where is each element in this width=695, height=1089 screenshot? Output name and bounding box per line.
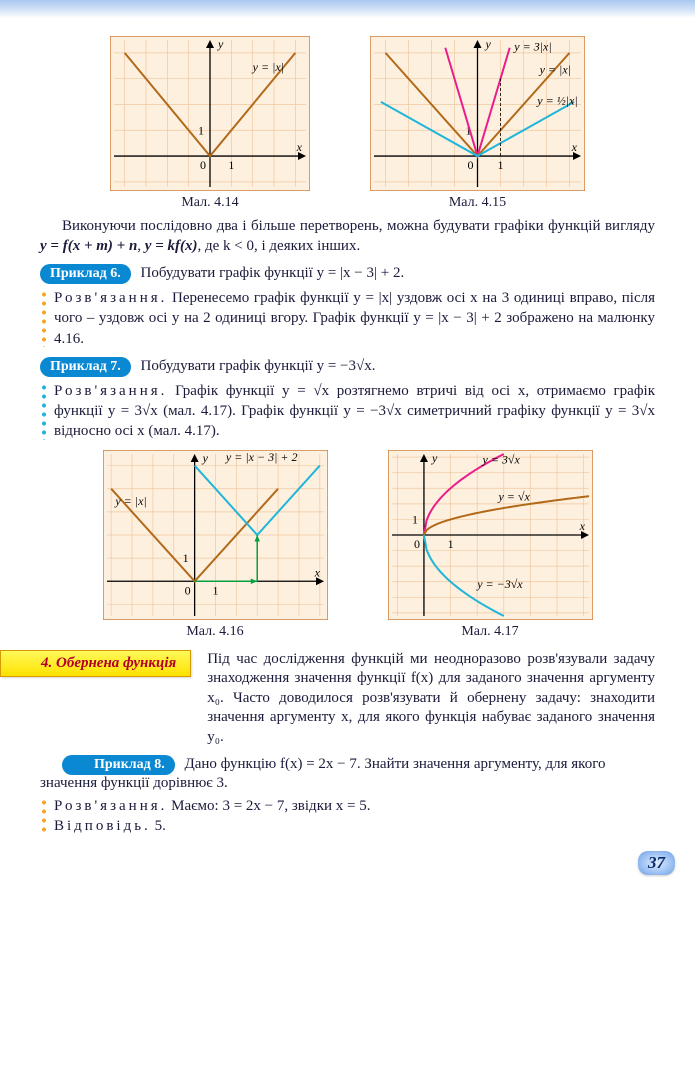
svg-text:0: 0 — [184, 583, 190, 597]
intro-paragraph: Виконуючи послідовно два і більше перетв… — [40, 217, 655, 256]
chart-414: 0 1 1 y x y = |x| — [110, 36, 310, 191]
svg-text:1: 1 — [198, 123, 204, 137]
solution-lead-6: Розв'язання. — [54, 290, 167, 306]
example-8-line: Приклад 8. Дано функцію f(x) = 2x − 7. З… — [40, 755, 655, 792]
svg-text:y = −3√x: y = −3√x — [476, 576, 523, 590]
svg-text:y: y — [217, 37, 224, 51]
caption-415: Мал. 4.15 — [370, 195, 585, 211]
example-6-line: Приклад 6. Побудувати графік функції y =… — [40, 264, 655, 284]
svg-text:0: 0 — [200, 158, 206, 172]
svg-text:0: 0 — [468, 158, 474, 172]
figure-4-17: 0 1 1 y x y = 3√x y = √x y = −3√x Мал. 4.17 — [388, 450, 593, 640]
svg-text:y = 3√x: y = 3√x — [481, 452, 520, 466]
svg-text:y = |x|: y = |x| — [539, 63, 571, 77]
svg-text:1: 1 — [212, 583, 218, 597]
solution-text-8: Маємо: 3 = 2x − 7, звідки x = 5. — [167, 798, 370, 814]
figures-row-1: 0 1 1 y x y = |x| Мал. 4.14 0 1 1 y x y = 3|x| y = … — [40, 36, 655, 211]
intro-tail: , де k < 0, і деяких інших. — [198, 238, 361, 254]
svg-text:y = |x|: y = |x| — [114, 493, 146, 507]
svg-text:y: y — [430, 451, 437, 465]
chart-415: 011yxy = 3|x|y = |x|y = ½|x| — [370, 36, 585, 191]
svg-text:1: 1 — [228, 158, 234, 172]
svg-text:y = |x|: y = |x| — [252, 60, 284, 74]
example-8-solution: Розв'язання. Маємо: 3 = 2x − 7, звідки x… — [40, 796, 655, 837]
caption-414: Мал. 4.14 — [110, 195, 310, 211]
figure-4-15: 011yxy = 3|x|y = |x|y = ½|x| Мал. 4.15 — [370, 36, 585, 211]
chart-417: 0 1 1 y x y = 3√x y = √x y = −3√x — [388, 450, 593, 620]
caption-417: Мал. 4.17 — [388, 624, 593, 640]
section-4-row: 4. Обернена функція Під час дослідження … — [0, 650, 655, 748]
page-number: 37 — [638, 851, 675, 875]
section-4-text-wrap: Під час дослідження функцій ми неоднораз… — [191, 650, 655, 748]
example-8-pill: Приклад 8. — [62, 755, 175, 775]
section-4-badge: 4. Обернена функція — [0, 650, 191, 677]
example-6-solution: Розв'язання. Перенесемо графік функції y… — [40, 288, 655, 349]
top-accent — [0, 0, 695, 18]
example-6-task: Побудувати графік функції y = |x − 3| + … — [141, 265, 405, 281]
section-4-text: Під час дослідження функцій ми неоднораз… — [207, 651, 655, 745]
answer-lead-8: Відповідь. — [54, 818, 151, 834]
svg-text:1: 1 — [411, 512, 417, 526]
svg-text:1: 1 — [498, 158, 504, 172]
chart-416: 0 1 1 y x y = |x| y = |x − 3| + 2 — [103, 450, 328, 620]
caption-416: Мал. 4.16 — [103, 624, 328, 640]
svg-text:x: x — [313, 565, 320, 579]
example-7-solution: Розв'язання. Графік функції y = √x розтя… — [40, 381, 655, 442]
answer-text-8: 5. — [151, 818, 166, 834]
svg-text:y: y — [485, 37, 492, 51]
svg-text:y: y — [201, 451, 208, 465]
svg-text:y = |x − 3| + 2: y = |x − 3| + 2 — [224, 450, 297, 464]
intro-formula-1: y = f(x + m) + n — [40, 238, 137, 254]
svg-text:y = √x: y = √x — [497, 489, 530, 503]
example-6-pill: Приклад 6. — [40, 264, 131, 284]
example-7-line: Приклад 7. Побудувати графік функції y =… — [40, 357, 655, 377]
figures-row-2: 0 1 1 y x y = |x| y = |x − 3| + 2 Мал. 4.16 0 1… — [40, 450, 655, 640]
solution-lead-8: Розв'язання. — [54, 798, 167, 814]
figure-4-16: 0 1 1 y x y = |x| y = |x − 3| + 2 Мал. 4.16 — [103, 450, 328, 640]
svg-text:x: x — [296, 140, 303, 154]
solution-lead-7: Розв'язання. — [54, 383, 167, 399]
svg-text:1: 1 — [447, 537, 453, 551]
svg-text:y = 3|x|: y = 3|x| — [513, 39, 551, 53]
intro-text: Виконуючи послідовно два і більше перетв… — [62, 218, 655, 234]
svg-text:y = ½|x|: y = ½|x| — [536, 93, 577, 107]
svg-text:1: 1 — [182, 551, 188, 565]
example-7-task: Побудувати графік функції y = −3√x. — [141, 358, 376, 374]
svg-text:x: x — [578, 519, 585, 533]
intro-formula-2: y = kf(x) — [145, 238, 198, 254]
svg-text:x: x — [571, 140, 578, 154]
svg-text:0: 0 — [413, 537, 419, 551]
page-content: 0 1 1 y x y = |x| Мал. 4.14 0 1 1 y x y = 3|x| y = … — [0, 18, 695, 883]
figure-4-14: 0 1 1 y x y = |x| Мал. 4.14 — [110, 36, 310, 211]
example-7-pill: Приклад 7. — [40, 357, 131, 377]
